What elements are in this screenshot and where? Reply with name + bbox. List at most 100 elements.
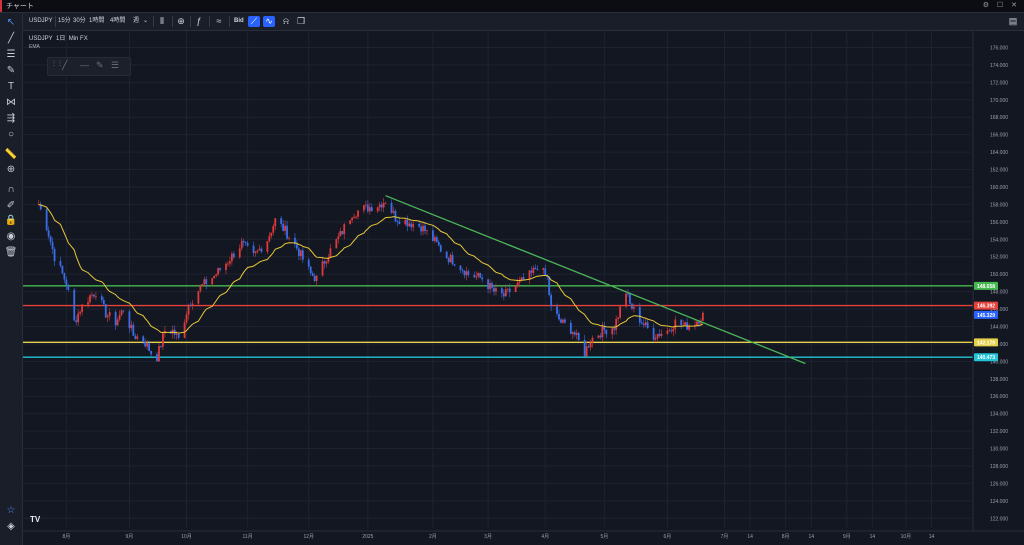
candle-body — [404, 219, 407, 225]
time-tick-label: 11月 — [243, 534, 253, 540]
candle-body — [508, 288, 511, 292]
price-type-bid[interactable]: Bid — [234, 18, 244, 24]
candle-body — [323, 261, 326, 264]
cursor-icon[interactable]: ↖ — [6, 17, 16, 28]
price-tick-label: 132.000 — [990, 429, 1008, 435]
candle-body — [431, 230, 434, 241]
symbol-selector[interactable]: USDJPY — [29, 18, 53, 24]
interval-selected[interactable]: 週 — [133, 18, 140, 24]
price-chart[interactable]: 176.000 174.000 172.000 170.000 168.000 166.0… — [23, 31, 1024, 545]
ruler-icon[interactable]: 📏 — [4, 149, 18, 160]
candle-body — [435, 237, 438, 242]
interval-30m[interactable]: 30分 — [73, 18, 86, 24]
candle-body — [87, 302, 89, 305]
candle-body — [479, 273, 482, 278]
horizontal-lines-icon[interactable]: ☰ — [6, 49, 16, 60]
candle-body — [175, 333, 178, 335]
candle-body — [502, 293, 505, 297]
layout-icon[interactable]: ▤ — [1008, 16, 1018, 26]
eye-icon[interactable]: ◉ — [6, 231, 16, 242]
add-indicator-icon[interactable]: ⊕ — [177, 16, 185, 26]
draw-hline-icon[interactable]: ― — [80, 60, 89, 70]
draw-brush-icon[interactable]: ✎ — [96, 60, 104, 70]
time-tick-label: 6月 — [664, 534, 672, 540]
floating-draw-toolbar[interactable]: ⋮⋮ ╱ ― ✎ ☰ — [47, 57, 131, 76]
candle-body — [49, 236, 52, 243]
candle-body — [65, 279, 68, 286]
level-tag — [974, 338, 998, 347]
candle-body — [325, 261, 328, 264]
draw-line-icon[interactable]: ╱ — [62, 60, 68, 70]
layers-icon[interactable]: ◈ — [7, 521, 15, 532]
candle-body — [564, 319, 566, 323]
alert-bell-icon[interactable]: ⍾ — [283, 16, 289, 26]
candle-body — [575, 332, 578, 335]
time-tick-label: 9月 — [126, 534, 134, 540]
lock-icon[interactable]: 🔒 — [4, 215, 18, 226]
candle-body — [701, 312, 704, 321]
time-tick-label: 14 — [870, 534, 876, 540]
candle-body — [197, 291, 200, 304]
candle-body — [506, 288, 509, 290]
candle-body — [51, 242, 54, 250]
candle-body — [270, 232, 273, 236]
circle-icon[interactable]: ○ — [7, 129, 15, 140]
candle-body — [522, 277, 525, 280]
candle-body — [104, 304, 107, 318]
pattern-icon[interactable]: ⋈ — [6, 97, 16, 108]
interval-4h[interactable]: 4時間 — [110, 18, 126, 24]
candle-body — [378, 204, 381, 208]
favorite-star-icon[interactable]: ☆ — [6, 505, 16, 516]
price-tick-label: 158.000 — [990, 202, 1008, 208]
candle-body — [467, 271, 470, 275]
candle-body — [227, 263, 229, 265]
candle-body — [254, 251, 257, 253]
candle-body — [280, 218, 283, 224]
candle-body — [583, 340, 586, 357]
candle-body — [238, 248, 241, 258]
candle-body — [500, 288, 503, 294]
chevron-down-icon[interactable]: ⌄ — [143, 18, 149, 24]
interval-1h[interactable]: 1時間 — [89, 18, 105, 24]
price-tick-label: 168.000 — [990, 115, 1008, 121]
line-chart-icon[interactable]: ⟋ — [248, 16, 260, 27]
trendline-icon[interactable]: ╱ — [7, 33, 15, 44]
trendline-layer — [385, 195, 806, 365]
candle-body — [311, 273, 314, 276]
wave-chart-icon[interactable]: ∿ — [263, 16, 275, 27]
candle-body — [473, 274, 476, 278]
time-tick-label: 9月 — [843, 534, 851, 540]
compare-icon[interactable]: ≈ — [216, 16, 222, 26]
candle-body — [79, 311, 82, 314]
candle-body — [315, 275, 318, 281]
draw-lines-icon[interactable]: ☰ — [111, 60, 120, 70]
trash-icon[interactable]: 🗑 — [4, 247, 18, 258]
candle-body — [587, 346, 590, 348]
text-icon[interactable]: T — [7, 81, 15, 92]
candle-body — [260, 248, 263, 252]
indicator-ema-label[interactable]: EMA — [29, 44, 40, 50]
pencil-lock-icon[interactable]: ✐ — [6, 200, 16, 211]
indicators-icon[interactable]: ƒ — [196, 16, 202, 26]
screenshot-icon[interactable]: ❐ — [296, 16, 306, 26]
candle-body — [532, 267, 535, 273]
candle-body — [284, 225, 286, 231]
zoom-icon[interactable]: ⊕ — [6, 164, 16, 175]
drag-handle-icon[interactable]: ⋮⋮ — [51, 61, 63, 67]
chart-canvas[interactable]: 176.000 174.000 172.000 170.000 168.000 166.0… — [23, 31, 1024, 545]
candle-body — [410, 223, 413, 228]
candle-body — [666, 330, 669, 334]
window-controls[interactable]: ⚙ ☐ ✕ — [982, 2, 1020, 9]
legend-source: Min FX — [68, 36, 88, 42]
price-tick-label: 134.000 — [990, 412, 1008, 418]
measure-lines-icon[interactable]: ⇶ — [6, 113, 16, 124]
magnet-icon[interactable]: ∩ — [7, 184, 15, 195]
interval-15m[interactable]: 15分 — [58, 18, 71, 24]
price-tick-label: 160.000 — [990, 185, 1008, 191]
candle-body — [91, 294, 93, 296]
candle-body — [489, 283, 491, 290]
candle-body — [597, 335, 600, 338]
brush-icon[interactable]: ✎ — [6, 65, 16, 76]
candle-body — [642, 323, 645, 326]
candle-style-icon[interactable]: ⫴ — [160, 16, 164, 26]
